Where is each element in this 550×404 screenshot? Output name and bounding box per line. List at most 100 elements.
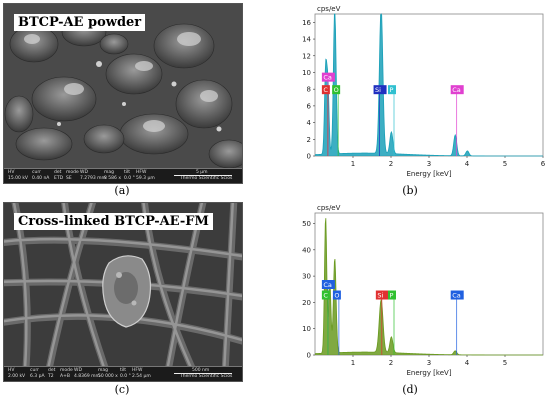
x-axis-label: Energy [keV] [406,170,451,178]
wd-label: WD [80,170,88,175]
hv-value: 15.00 kV [8,176,28,181]
mode-label: mode [66,170,79,175]
element-label-box [375,290,389,300]
wd-value: 4.8369 mm [74,374,100,379]
mag-value: 8 586 x [104,176,121,181]
mode-label: mode [60,368,73,373]
hfw-value: 59.3 µm [136,176,155,181]
brand-label: Thermo Scientific Scios [180,176,233,181]
hv-value: 2.00 kV [8,374,26,379]
sem-info-bar: HV 15.00 kV curr 0.40 nA det ETD mode SE… [4,168,242,183]
sem-title-powder: BTCP-AE powder [14,14,146,31]
hfw-label: HFW [136,170,147,175]
y-axis-label: cps/eV [317,204,341,212]
det-value: T2 [48,374,54,379]
plot-area [314,13,544,157]
element-label: Ca [452,86,461,94]
element-label: O [334,292,339,300]
x-tick-label: 2 [389,359,393,367]
y-tick-label: 0 [307,352,311,360]
sem-image-powder: BTCP-AE powder HV 15.00 kV curr 0.40 nA … [3,3,243,184]
y-tick-label: 50 [302,220,311,228]
mag-value: 50 000 x [98,374,118,379]
scale-label: 500 nm [192,368,210,373]
hv-label: HV [8,368,15,373]
element-label: P [390,292,394,300]
y-tick-label: 10 [302,69,311,77]
element-label-box [450,85,464,95]
x-tick-label: 5 [503,160,507,168]
x-tick-label: 5 [503,359,507,367]
edx-spectrum-fibers: 0 10 20 30 40 50 1 2 3 4 5 cps/eV Energy [keV] Ca C O Si… [302,204,544,377]
element-label-box [450,290,464,300]
det-label: det [48,368,56,373]
det-value: ETD [54,176,64,181]
element-label: Ca [323,281,332,289]
sem-image-fibers: Cross-linked BTCP-AE-FM HV 2.00 kV curr … [3,202,243,382]
mag-label: mag [104,170,114,175]
tilt-value: 0.0 ° [124,176,135,181]
y-tick-label: 6 [307,102,312,110]
element-label-box [373,85,387,95]
particle-cluster [102,255,152,328]
tilt-value: 0.0 ° [120,374,131,379]
y-tick-label: 30 [302,273,311,281]
curr-value: 6.3 pA [30,374,45,379]
x-tick-label: 2 [389,160,393,168]
element-label: C [323,86,328,94]
tilt-label: tilt [124,170,131,175]
brand-label: Thermo Scientific Scios [180,374,233,379]
hfw-value: 2.54 µm [132,374,151,379]
mode-value: A+B [60,374,70,379]
y-tick-label: 12 [302,52,311,60]
element-label: P [390,86,394,94]
element-label: Ca [452,292,461,300]
element-label: O [334,86,339,94]
spectrum-line [314,13,543,157]
y-axis-label: cps/eV [317,5,341,13]
curr-label: curr [32,170,41,175]
sem-powder-texture [4,4,242,183]
mag-label: mag [98,368,108,373]
element-label-box [321,85,330,95]
x-tick-label: 3 [427,160,431,168]
y-tick-label: 40 [302,246,311,254]
element-label-box [332,290,341,300]
curr-value: 0.40 nA [32,176,50,181]
wd-value: 7.2793 mm [80,176,106,181]
y-tick-label: 0 [307,153,311,161]
curr-label: curr [30,368,39,373]
tilt-label: tilt [120,368,127,373]
y-tick-label: 14 [302,36,311,44]
element-label-box [332,85,341,95]
x-tick-label: 4 [465,160,470,168]
wd-label: WD [74,368,82,373]
element-label-box [388,85,396,95]
caption-a: (a) [114,184,130,197]
x-tick-label: 6 [541,160,546,168]
plot-area [314,212,544,356]
element-label-box [388,290,396,300]
sem-title-fibers: Cross-linked BTCP-AE-FM [14,213,213,230]
y-tick-label: 8 [307,86,311,94]
sem-fiber-texture [4,203,242,381]
y-tick-label: 10 [302,325,311,333]
y-tick-label: 16 [302,19,311,27]
x-tick-label: 4 [465,359,470,367]
caption-b: (b) [402,184,418,197]
caption-c: (c) [114,383,130,396]
element-label-box [321,280,335,289]
scale-bar [174,373,232,374]
x-tick-label: 1 [351,160,355,168]
element-label: Ca [323,74,332,82]
scale-label: 5 µm [196,170,208,175]
det-label: det [54,170,62,175]
x-axis-label: Energy [keV] [406,369,451,377]
x-tick-label: 3 [427,359,431,367]
y-tick-label: 4 [307,119,312,127]
sem-info-bar: HV 2.00 kV curr 6.3 pA det T2 mode A+B W… [4,366,242,381]
element-label: C [323,292,328,300]
element-label-box [321,72,335,82]
caption-d: (d) [402,383,418,396]
